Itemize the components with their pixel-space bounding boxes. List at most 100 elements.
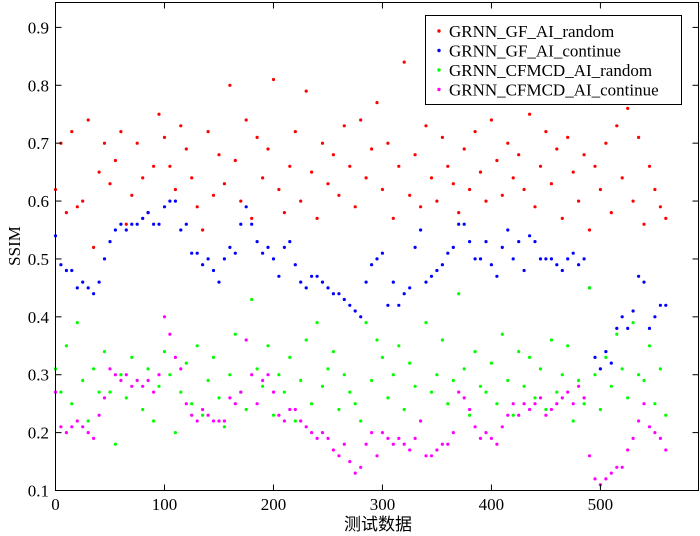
data-point <box>484 390 488 394</box>
data-point <box>391 442 395 446</box>
data-point <box>337 407 341 412</box>
data-point <box>184 361 188 365</box>
data-point <box>217 396 221 400</box>
data-point <box>609 361 613 365</box>
data-point <box>506 228 510 232</box>
data-point <box>419 228 423 232</box>
data-point <box>647 344 652 348</box>
data-point <box>517 153 521 157</box>
data-point <box>577 384 581 388</box>
data-point <box>446 251 450 255</box>
data-point <box>348 390 352 394</box>
data-point <box>288 240 292 244</box>
data-point <box>408 448 412 452</box>
data-point <box>587 286 592 290</box>
data-point <box>157 384 161 388</box>
data-point <box>440 442 444 446</box>
data-point <box>440 338 444 342</box>
data-point <box>255 367 259 371</box>
data-point <box>380 355 384 359</box>
data-point <box>310 170 314 174</box>
data-point <box>331 292 335 296</box>
data-point <box>146 378 150 383</box>
data-point <box>506 413 510 417</box>
data-points <box>53 60 668 487</box>
data-point <box>141 216 145 220</box>
data-point <box>217 419 221 423</box>
data-point <box>380 187 384 192</box>
data-point <box>359 465 363 469</box>
data-point <box>282 211 286 215</box>
data-point <box>64 431 68 435</box>
data-point <box>184 402 188 406</box>
data-point <box>152 390 156 394</box>
data-point <box>239 222 243 226</box>
data-point <box>495 274 499 278</box>
data-point <box>233 158 237 163</box>
data-point <box>408 193 412 197</box>
data-point <box>337 454 341 458</box>
data-point <box>228 83 232 87</box>
data-point <box>288 355 292 359</box>
data-point <box>451 182 455 186</box>
data-point <box>587 228 592 232</box>
data-point <box>190 413 194 417</box>
data-point <box>271 413 276 417</box>
data-point <box>391 280 395 284</box>
data-point <box>511 176 515 180</box>
data-point <box>577 378 581 383</box>
data-point <box>195 205 199 209</box>
data-point <box>146 367 150 371</box>
legend-marker <box>437 48 441 53</box>
x-axis-label: 测试数据 <box>344 515 412 534</box>
data-point <box>615 124 619 128</box>
data-point <box>642 402 646 406</box>
legend-label: GRNN_CFMCD_AI_continue <box>449 81 659 100</box>
data-point <box>86 286 90 290</box>
data-point <box>549 338 554 342</box>
data-point <box>538 164 543 168</box>
data-point <box>620 465 624 469</box>
data-point <box>179 367 183 371</box>
data-point <box>206 257 210 261</box>
data-point <box>386 396 390 400</box>
data-point <box>664 303 668 307</box>
series-GRNN_GF_AI_continue <box>53 199 668 371</box>
data-point <box>375 338 379 342</box>
data-point <box>168 199 172 203</box>
data-point <box>206 130 210 134</box>
data-point <box>266 344 270 348</box>
data-point <box>315 436 319 440</box>
data-point <box>102 257 107 261</box>
data-point <box>299 419 303 423</box>
data-point <box>348 460 352 464</box>
data-point <box>222 419 226 423</box>
data-point <box>152 222 156 226</box>
data-point <box>250 216 254 220</box>
data-point <box>544 407 548 412</box>
data-point <box>211 268 216 273</box>
series-GRNN_CFMCD_AI_continue <box>53 315 668 487</box>
data-point <box>130 355 134 359</box>
legend-entry: GRNN_CFMCD_AI_random <box>437 61 652 80</box>
data-point <box>119 378 123 383</box>
data-point <box>337 292 341 296</box>
data-point <box>489 263 493 267</box>
data-point <box>102 350 107 354</box>
data-point <box>92 245 96 249</box>
data-point <box>211 419 216 423</box>
data-point <box>217 280 221 284</box>
data-point <box>560 396 564 400</box>
data-point <box>59 390 63 394</box>
plot-frame <box>55 2 699 491</box>
data-point <box>201 228 205 232</box>
data-point <box>620 315 624 319</box>
data-point <box>228 373 232 377</box>
data-point <box>495 442 499 446</box>
data-point <box>582 153 586 157</box>
legend-box <box>425 15 682 105</box>
data-point <box>315 321 319 325</box>
data-point <box>560 373 564 377</box>
data-point <box>435 373 439 377</box>
data-point <box>593 477 597 481</box>
